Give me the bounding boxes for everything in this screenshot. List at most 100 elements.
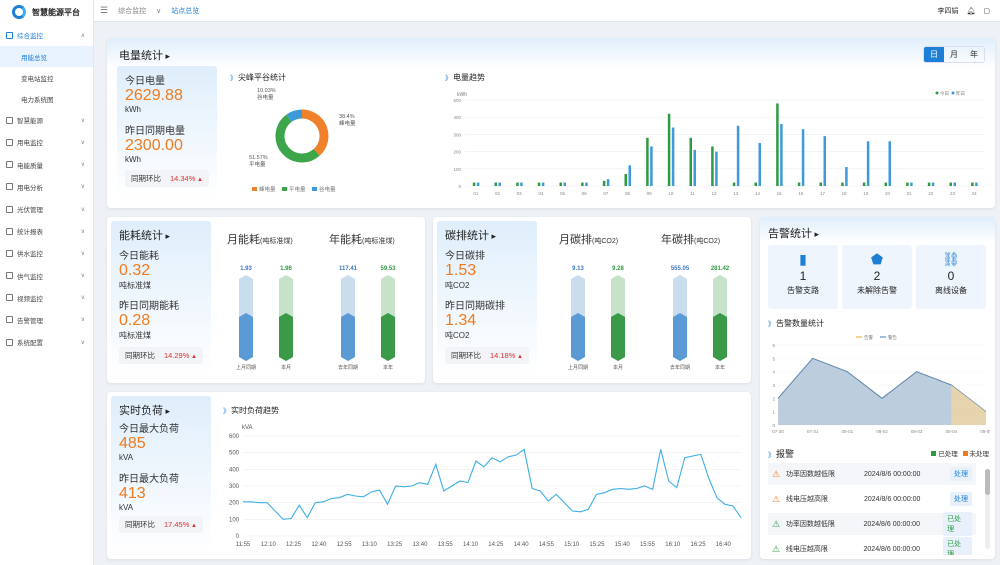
alarm-status-button[interactable]: 已处理 bbox=[943, 512, 972, 536]
sidebar-item-5[interactable]: 光伏管理 ∨ bbox=[0, 198, 93, 220]
sidebar-item-7[interactable]: 供水监控 ∨ bbox=[0, 242, 93, 264]
energy-yest-value: 0.28 bbox=[119, 312, 151, 329]
load-trend-chart: kVA 0 100 200 300 400 500 600 11:55 12:10 12:25 12:… bbox=[229, 425, 742, 548]
sidebar-item-3[interactable]: 电能质量 ∨ bbox=[0, 154, 93, 176]
sidebar-item-0[interactable]: 综合监控 ∧ bbox=[0, 24, 93, 46]
x-tick-label: 14:55 bbox=[539, 542, 555, 548]
period-day[interactable]: 日 bbox=[924, 47, 944, 62]
carbon-today-label: 今日碳排 bbox=[445, 251, 485, 262]
sidebar-item-label: 电能质量 bbox=[17, 162, 43, 170]
y-tick-label: 300 bbox=[229, 484, 240, 490]
user-name[interactable]: 李四娟 bbox=[937, 7, 959, 15]
today-power-unit: kWh bbox=[125, 105, 141, 114]
sidebar-subitem-0[interactable]: 用能总览 bbox=[0, 46, 93, 68]
sidebar-item-9[interactable]: 视频监控 ∨ bbox=[0, 287, 93, 309]
energy-unit: 吨标准煤 bbox=[119, 281, 151, 290]
load-max-value: 485 bbox=[119, 435, 146, 452]
cylinder-fill bbox=[279, 313, 293, 361]
breadcrumb-current[interactable]: 站点总览 bbox=[171, 7, 200, 15]
energy-summary: 能耗统计 今日能耗 0.32 吨标准煤 昨日同期能耗 0.28 吨标准煤 同期环… bbox=[111, 221, 211, 377]
sidebar-item-label: 用电分析 bbox=[17, 184, 43, 192]
sidebar-subitem-1[interactable]: 变电站监控 bbox=[21, 75, 54, 83]
menu-icon bbox=[6, 138, 13, 146]
bar-1 bbox=[888, 141, 891, 186]
alarm-tile-value: 2 bbox=[873, 269, 881, 283]
cylinder-value: 1.96 bbox=[280, 266, 292, 272]
sidebar-item-4[interactable]: 用电分析 ∨ bbox=[0, 176, 93, 198]
sidebar-item-label: 综合监控 bbox=[17, 33, 43, 41]
x-tick-label: 07-31 bbox=[807, 429, 819, 434]
cylinder-fill bbox=[341, 313, 355, 361]
donut-slice bbox=[275, 114, 320, 163]
bar-0 bbox=[667, 113, 671, 186]
bar-0 bbox=[862, 182, 866, 186]
legend-swatch bbox=[312, 187, 317, 191]
x-tick-label: 15:25 bbox=[589, 542, 605, 548]
energy-cylinder-chart: 1.93 上月同期 1.96 本月 117.41 去年同期 59.53 本年 bbox=[236, 266, 396, 371]
alarm-status-button[interactable]: 处理 bbox=[950, 492, 972, 506]
legend-label: 平电量 bbox=[289, 185, 306, 193]
legend-label: 昨日 bbox=[956, 90, 965, 97]
y-tick-label: 0 bbox=[772, 423, 775, 428]
topbar: ☰ 综合监控 ∨ 站点总览 李四娟 🔔︎ ▢ bbox=[94, 0, 1000, 22]
sidebar-item-1[interactable]: 智慧能源 ∨ bbox=[0, 109, 93, 131]
y-tick-label: 400 bbox=[453, 115, 461, 120]
load-card: 实时负荷 今日最大负荷 485 kVA 昨日最大负荷 413 kVA 同期环比 1… bbox=[107, 392, 751, 559]
fullscreen-icon[interactable]: ▢ bbox=[983, 7, 990, 15]
load-max-label: 今日最大负荷 bbox=[119, 424, 179, 435]
donut-slice bbox=[301, 109, 329, 156]
area-fill-2 bbox=[951, 385, 986, 425]
energy-today-label: 今日能耗 bbox=[119, 251, 159, 262]
x-tick-label: 16:25 bbox=[691, 542, 707, 548]
sidebar-item-label: 系统配置 bbox=[17, 340, 43, 348]
sidebar-item-6[interactable]: 统计报表 ∨ bbox=[0, 220, 93, 242]
sidebar-item-8[interactable]: 供气监控 ∨ bbox=[0, 265, 93, 287]
sidebar-item-label: 智慧能源 bbox=[17, 118, 43, 126]
x-tick-label: 10 bbox=[668, 191, 674, 196]
bar-1 bbox=[931, 182, 935, 186]
y-tick-label: 4 bbox=[772, 370, 775, 375]
alarm-list-scrollbar[interactable] bbox=[985, 469, 990, 549]
sidebar-item-10[interactable]: 告警管理 ∨ bbox=[0, 309, 93, 331]
legend-label: 今日 bbox=[940, 90, 949, 97]
carbon-unit-2: 吨CO2 bbox=[445, 331, 470, 340]
x-tick-label: 23 bbox=[950, 191, 956, 196]
alarm-status-button[interactable]: 处理 bbox=[950, 467, 972, 481]
trend-title: 电量趋势 bbox=[445, 72, 485, 83]
x-tick-label: 08-03 bbox=[911, 429, 923, 434]
alarm-tile-0[interactable]: ▮ 1 告警支路 bbox=[768, 245, 838, 309]
menu-toggle-icon[interactable]: ☰ bbox=[100, 5, 109, 15]
energy-unit-2: 吨标准煤 bbox=[119, 331, 151, 340]
bar-0 bbox=[884, 182, 887, 186]
alarm-tile-1[interactable]: ⬟ 2 未解除告警 bbox=[842, 245, 912, 309]
sidebar-item-2[interactable]: 用电监控 ∨ bbox=[0, 131, 93, 153]
load-line bbox=[243, 448, 742, 520]
period-month[interactable]: 月 bbox=[950, 50, 958, 59]
alarm-tile-2[interactable]: ⛓ 0 离线设备 bbox=[916, 245, 986, 309]
sidebar-subitem-2[interactable]: 电力系统图 bbox=[21, 96, 54, 104]
alarm-list-legend: 已处理 未处理 bbox=[931, 448, 989, 458]
y-tick-label: 0 bbox=[458, 184, 461, 189]
x-tick-label: 14 bbox=[755, 191, 761, 196]
alarm-text: 功率因数越低限 bbox=[786, 471, 835, 478]
warning-icon: ⚠ bbox=[772, 493, 781, 504]
period-year[interactable]: 年 bbox=[970, 50, 978, 59]
power-stats-card: 电量统计 日 月 年 今日电量 2629.88 kWh 昨日同期电量 2300.… bbox=[107, 38, 995, 208]
bar-1 bbox=[671, 127, 675, 186]
x-tick-label: 08-04 bbox=[946, 429, 958, 434]
x-tick-label: 08-01 bbox=[842, 429, 854, 434]
alarm-status-button[interactable]: 已处理 bbox=[943, 537, 972, 555]
alarm-list-title: 报警 bbox=[768, 447, 794, 460]
legend-label: 谷电量 bbox=[319, 185, 336, 193]
load-ratio: 同期环比 17.45% bbox=[119, 516, 203, 533]
power-ratio: 同期环比 14.34% bbox=[125, 170, 209, 187]
cylinder-label: 去年同期 bbox=[670, 364, 690, 371]
sidebar-item-11[interactable]: 系统配置 ∨ bbox=[0, 331, 93, 353]
bell-icon[interactable]: 🔔︎ bbox=[966, 7, 976, 15]
breadcrumb-parent[interactable]: 综合监控 bbox=[118, 7, 147, 15]
ratio-value: 14.18% bbox=[490, 351, 523, 360]
cylinder-label: 本年 bbox=[383, 364, 393, 371]
bar-1 bbox=[585, 182, 588, 186]
bar-0 bbox=[927, 182, 931, 186]
energy-ratio: 同期环比 14.29% bbox=[119, 347, 203, 364]
